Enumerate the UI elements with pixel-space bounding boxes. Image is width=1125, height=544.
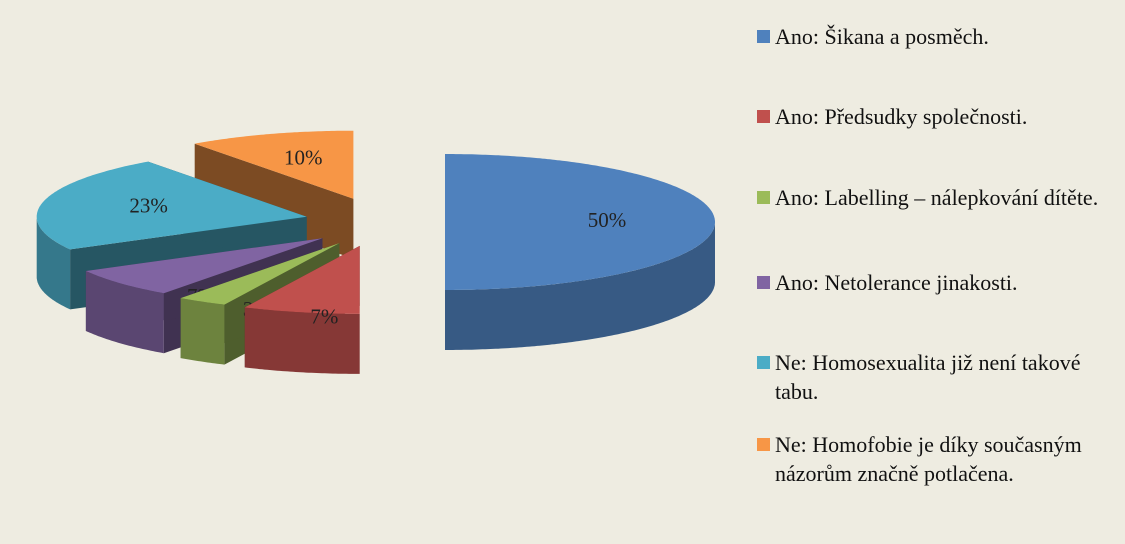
legend-swatch [757, 438, 770, 451]
slice-wall [244, 307, 360, 374]
legend-swatch [757, 30, 770, 43]
legend-item: Ano: Šikana a posměch. [757, 22, 1107, 51]
legend-item: Ano: Netolerance jinakosti. [757, 268, 1107, 297]
legend-label: Ano: Labelling – nálepkování dítěte. [775, 185, 1099, 210]
slice-side [194, 143, 354, 259]
slice: 10% [194, 130, 354, 259]
pie-area: 10%23%50%7%3%7% [36, 130, 715, 374]
slice-top [194, 130, 354, 199]
legend-label: Ano: Šikana a posměch. [775, 24, 989, 49]
legend-item: Ne: Homosexualita již není takové tabu. [757, 348, 1107, 406]
slice-wall [445, 222, 715, 350]
slice-top [445, 154, 715, 290]
slice-wall [180, 298, 225, 365]
legend-item: Ano: Labelling – nálepkování dítěte. [757, 183, 1107, 212]
data-label: 7% [310, 305, 338, 329]
slice-top [85, 238, 323, 294]
legend-item: Ano: Předsudky společnosti. [757, 102, 1107, 131]
slice-top [36, 161, 307, 250]
slice-top [244, 245, 360, 314]
legend-label: Ne: Homosexualita již není takové tabu. [775, 350, 1081, 404]
slice-top [180, 243, 340, 305]
slice-wall [36, 216, 71, 310]
data-label: 50% [588, 208, 627, 232]
legend-label: Ne: Homofobie je díky současným názorům … [775, 432, 1082, 486]
data-label: 23% [129, 194, 168, 218]
data-label: 10% [284, 146, 323, 170]
legend-swatch [757, 110, 770, 123]
legend-swatch [757, 191, 770, 204]
slice-wall [85, 271, 164, 354]
slice: 7% [244, 245, 360, 374]
legend-swatch [757, 356, 770, 369]
legend-label: Ano: Netolerance jinakosti. [775, 270, 1018, 295]
legend-item: Ne: Homofobie je díky současným názorům … [757, 430, 1107, 488]
legend-swatch [757, 276, 770, 289]
legend-label: Ano: Předsudky společnosti. [775, 104, 1028, 129]
slice: 50% [445, 154, 715, 350]
